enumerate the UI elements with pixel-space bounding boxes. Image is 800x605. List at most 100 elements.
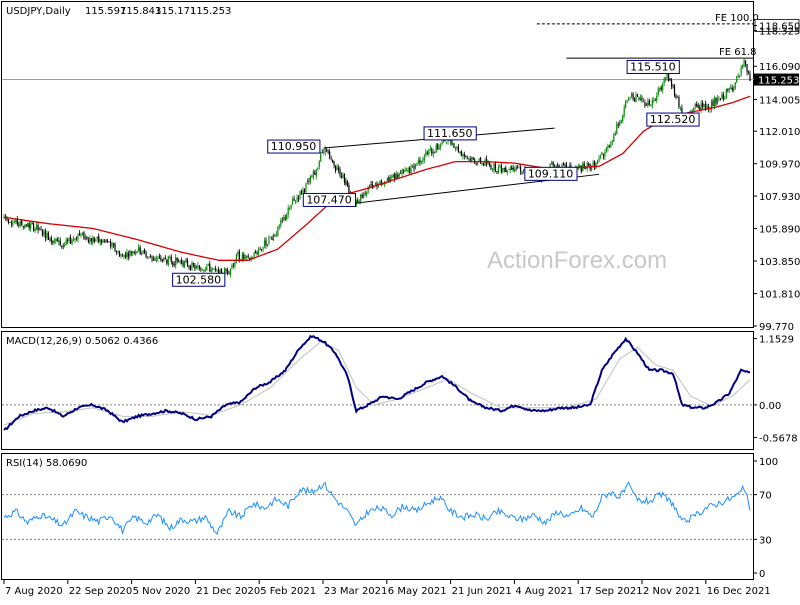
candle-body bbox=[158, 256, 161, 258]
candle-body bbox=[515, 168, 517, 170]
candle-body bbox=[30, 224, 32, 229]
candle-body bbox=[451, 142, 454, 145]
candle-body bbox=[293, 198, 295, 201]
candle-body bbox=[462, 154, 464, 157]
candle-body bbox=[514, 169, 516, 171]
candle-body bbox=[710, 101, 713, 110]
candle-body bbox=[450, 139, 452, 145]
candle-body bbox=[223, 269, 226, 276]
candle-body bbox=[419, 159, 421, 164]
candle-body bbox=[622, 114, 624, 121]
candle-body bbox=[357, 200, 359, 202]
macd-y-tick-label: -0.5678 bbox=[759, 434, 798, 445]
candle-body bbox=[694, 103, 696, 107]
candle-body bbox=[744, 60, 747, 65]
candle-body bbox=[428, 149, 430, 155]
candle-body bbox=[229, 268, 232, 275]
candle-body bbox=[562, 163, 565, 166]
candle-body bbox=[163, 257, 165, 262]
candle-body bbox=[517, 167, 519, 168]
candle-body bbox=[728, 88, 730, 90]
y-tick-label: 114.005 bbox=[759, 95, 800, 106]
annotation-label: 110.950 bbox=[271, 140, 317, 153]
candle-body bbox=[482, 162, 485, 165]
candle-body bbox=[647, 101, 649, 107]
candle-body bbox=[672, 85, 674, 87]
candle-body bbox=[601, 153, 603, 155]
candle-body bbox=[321, 152, 323, 154]
candle-body bbox=[579, 165, 581, 167]
candle-body bbox=[238, 251, 240, 260]
candle-body bbox=[552, 161, 554, 166]
candle-body bbox=[89, 238, 91, 243]
y-tick-label: 112.010 bbox=[759, 127, 800, 138]
x-tick-label: 4 Aug 2021 bbox=[515, 586, 573, 597]
candle-body bbox=[731, 88, 733, 91]
candle-body bbox=[511, 167, 513, 170]
candle-body bbox=[6, 217, 8, 220]
price-panel-frame bbox=[1, 1, 754, 328]
candle-body bbox=[519, 166, 522, 172]
x-tick-label: 7 Aug 2020 bbox=[5, 586, 63, 597]
candle-body bbox=[604, 151, 606, 157]
candle-body bbox=[733, 87, 735, 91]
candle-body bbox=[431, 149, 433, 154]
candle-body bbox=[138, 246, 140, 251]
candle-body bbox=[629, 97, 631, 99]
candle-body bbox=[176, 257, 178, 261]
candle-body bbox=[7, 218, 10, 223]
candle-body bbox=[166, 259, 168, 264]
candle-body bbox=[318, 161, 320, 167]
candle-body bbox=[315, 169, 317, 177]
candle-body bbox=[666, 74, 668, 78]
y-tick-label: 105.890 bbox=[759, 225, 800, 236]
candle-body bbox=[426, 152, 428, 154]
x-tick-label: 21 Jun 2021 bbox=[452, 586, 512, 597]
macd-y-tick-label: 0.00 bbox=[759, 401, 781, 412]
candle-body bbox=[508, 169, 510, 171]
candle-body bbox=[391, 176, 393, 178]
annotation-label: 111.650 bbox=[427, 127, 473, 140]
candle-body bbox=[457, 146, 460, 153]
candle-body bbox=[440, 144, 442, 147]
candle-body bbox=[616, 123, 618, 135]
candle-body bbox=[306, 180, 309, 183]
candle-body bbox=[141, 253, 143, 255]
candle-body bbox=[348, 185, 350, 194]
candle-body bbox=[206, 266, 208, 270]
candle-body bbox=[35, 225, 38, 230]
rsi-y-tick-label: 30 bbox=[759, 535, 772, 546]
candle-body bbox=[373, 186, 375, 188]
candle-body bbox=[632, 93, 634, 99]
candle-body bbox=[191, 262, 193, 269]
candle-body bbox=[441, 141, 443, 144]
candle-body bbox=[386, 177, 388, 182]
candle-body bbox=[173, 264, 175, 266]
x-tick-label: 2 Nov 2021 bbox=[643, 586, 701, 597]
candle-body bbox=[194, 265, 196, 270]
candle-body bbox=[136, 251, 138, 253]
candle-body bbox=[635, 94, 637, 103]
candle-body bbox=[55, 239, 57, 242]
candle-body bbox=[296, 197, 298, 201]
candle-body bbox=[703, 103, 705, 107]
candle-body bbox=[253, 252, 255, 257]
candle-body bbox=[614, 133, 616, 135]
candle-body bbox=[127, 253, 129, 257]
candle-body bbox=[667, 73, 670, 81]
y-tick-label: 103.850 bbox=[759, 257, 800, 268]
candle-body bbox=[120, 254, 122, 257]
candle-body bbox=[139, 247, 141, 254]
candle-body bbox=[366, 192, 368, 195]
macd-line bbox=[3, 334, 750, 431]
candle-body bbox=[663, 78, 665, 84]
macd-signal-line bbox=[3, 341, 751, 426]
candle-body bbox=[593, 161, 596, 169]
candle-body bbox=[374, 182, 377, 187]
candle-body bbox=[178, 261, 180, 263]
candle-body bbox=[31, 222, 33, 224]
candle-body bbox=[114, 243, 116, 251]
candle-body bbox=[280, 220, 282, 226]
candle-body bbox=[454, 148, 457, 149]
